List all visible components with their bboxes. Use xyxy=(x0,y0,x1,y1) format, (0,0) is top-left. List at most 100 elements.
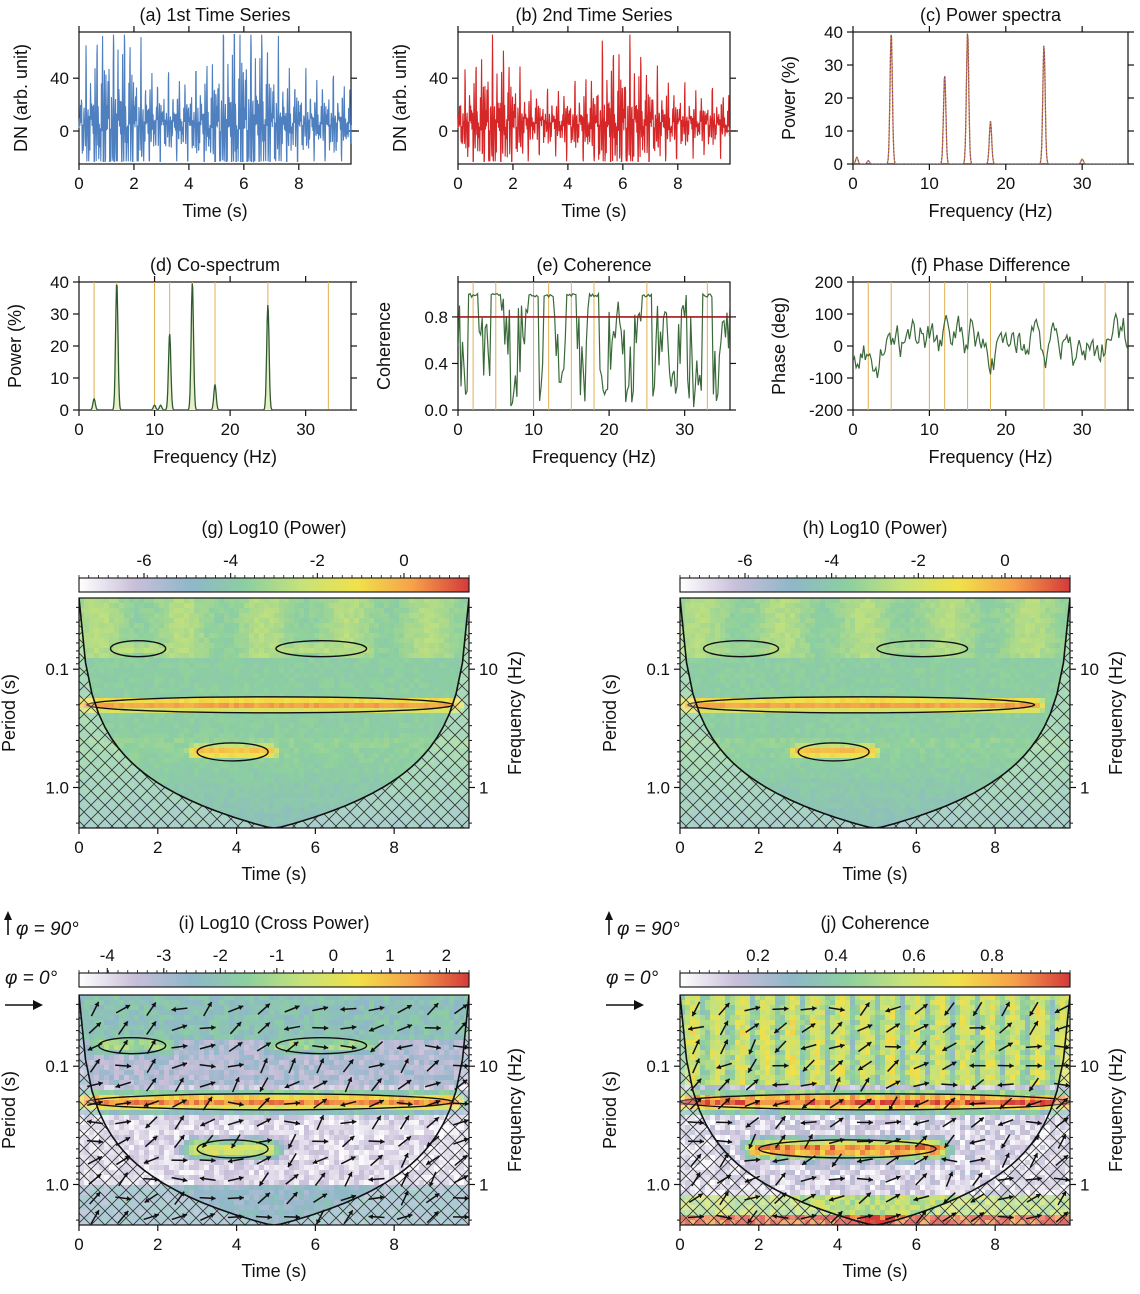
heatmap-cell xyxy=(1065,598,1070,604)
heatmap-cell xyxy=(269,643,275,649)
heatmap-cell xyxy=(790,608,796,614)
heatmap-cell xyxy=(239,683,245,689)
heatmap-cell xyxy=(209,633,215,639)
heatmap-cell xyxy=(865,598,871,604)
heatmap-cell xyxy=(184,783,190,789)
heatmap-cell xyxy=(279,718,285,724)
heatmap-cell xyxy=(394,613,400,619)
heatmap-cell xyxy=(459,603,465,609)
heatmap-cell xyxy=(294,658,300,664)
heatmap-cell xyxy=(349,773,355,779)
heatmap-cell xyxy=(189,623,195,629)
heatmap-cell xyxy=(770,618,776,624)
heatmap-cell xyxy=(304,798,310,804)
heatmap-cell xyxy=(975,658,981,664)
heatmap-cell xyxy=(364,703,370,709)
heatmap-cell xyxy=(229,808,235,814)
x-axis-label: Time (s) xyxy=(561,201,626,221)
heatmap-cell xyxy=(735,663,741,669)
heatmap-cell xyxy=(900,658,906,664)
heatmap-cell xyxy=(329,683,335,689)
heatmap-cell xyxy=(339,683,345,689)
heatmap-cell xyxy=(1055,623,1061,629)
x-tick-label: 6 xyxy=(311,838,320,857)
heatmap-cell xyxy=(259,623,265,629)
heatmap-cell xyxy=(274,608,280,614)
heatmap-cell xyxy=(274,678,280,684)
heatmap-cell xyxy=(414,708,420,714)
heatmap-cell xyxy=(214,653,220,659)
heatmap-cell xyxy=(1020,613,1026,619)
heatmap-cell xyxy=(274,713,280,719)
heatmap-cell xyxy=(1005,653,1011,659)
heatmap-cell xyxy=(444,628,450,634)
heatmap-cell xyxy=(354,693,360,699)
heatmap-cell xyxy=(174,783,180,789)
heatmap-cell xyxy=(980,608,986,614)
heatmap-cell xyxy=(119,658,125,664)
heatmap-cell xyxy=(289,618,295,624)
heatmap-cell xyxy=(319,723,325,729)
heatmap-cell xyxy=(104,623,110,629)
heatmap-cell xyxy=(274,788,280,794)
heatmap-cell xyxy=(184,718,190,724)
heatmap-cell xyxy=(364,668,370,674)
heatmap-cell xyxy=(319,688,325,694)
heatmap-cell xyxy=(329,713,335,719)
heatmap-cell xyxy=(454,633,460,639)
heatmap-cell xyxy=(299,723,305,729)
heatmap-cell xyxy=(109,638,115,644)
heatmap-cell xyxy=(94,608,100,614)
heatmap-cell xyxy=(119,638,125,644)
heatmap-cell xyxy=(289,638,295,644)
heatmap-cell xyxy=(174,748,180,754)
series-line xyxy=(853,311,1128,378)
heatmap-cell xyxy=(144,678,150,684)
heatmap-cell xyxy=(379,668,385,674)
heatmap-cell xyxy=(199,738,205,744)
heatmap-cell xyxy=(239,713,245,719)
heatmap-cell xyxy=(379,603,385,609)
heatmap-cell xyxy=(284,783,290,789)
heatmap-cell xyxy=(885,653,891,659)
heatmap-cell xyxy=(134,713,140,719)
heatmap-cell xyxy=(184,698,190,704)
heatmap-cell xyxy=(259,633,265,639)
heatmap-cell xyxy=(254,733,260,739)
heatmap-cell xyxy=(359,683,365,689)
heatmap-cell xyxy=(925,623,931,629)
x-tick-label: 0 xyxy=(848,420,857,439)
heatmap-cell xyxy=(344,658,350,664)
heatmap-cell xyxy=(204,688,210,694)
heatmap-cell xyxy=(234,803,240,809)
heatmap-cell xyxy=(690,643,696,649)
heatmap-cell xyxy=(269,618,275,624)
heatmap-cell xyxy=(795,648,801,654)
heatmap-cell xyxy=(840,643,846,649)
heatmap-cell xyxy=(730,628,736,634)
heatmap-cell xyxy=(124,738,130,744)
heatmap-cell xyxy=(184,768,190,774)
heatmap-cell xyxy=(805,628,811,634)
heatmap-cell xyxy=(329,798,335,804)
heatmap-cell xyxy=(234,783,240,789)
heatmap-cell xyxy=(249,628,255,634)
heatmap-cell xyxy=(429,618,435,624)
heatmap-cell xyxy=(334,773,340,779)
heatmap-cell xyxy=(369,773,375,779)
heatmap-cell xyxy=(324,618,330,624)
heatmap-cell xyxy=(94,598,100,604)
heatmap-cell xyxy=(715,623,721,629)
heatmap-cell xyxy=(369,658,375,664)
heatmap-cell xyxy=(354,688,360,694)
heatmap-cell xyxy=(279,653,285,659)
heatmap-cell xyxy=(89,613,95,619)
heatmap-cell xyxy=(229,748,235,754)
heatmap-cell xyxy=(269,663,275,669)
heatmap-cell xyxy=(199,618,205,624)
heatmap-cell xyxy=(359,618,365,624)
heatmap-cell xyxy=(865,638,871,644)
heatmap-cell xyxy=(835,653,841,659)
heatmap-cell xyxy=(915,623,921,629)
heatmap-cell xyxy=(259,668,265,674)
